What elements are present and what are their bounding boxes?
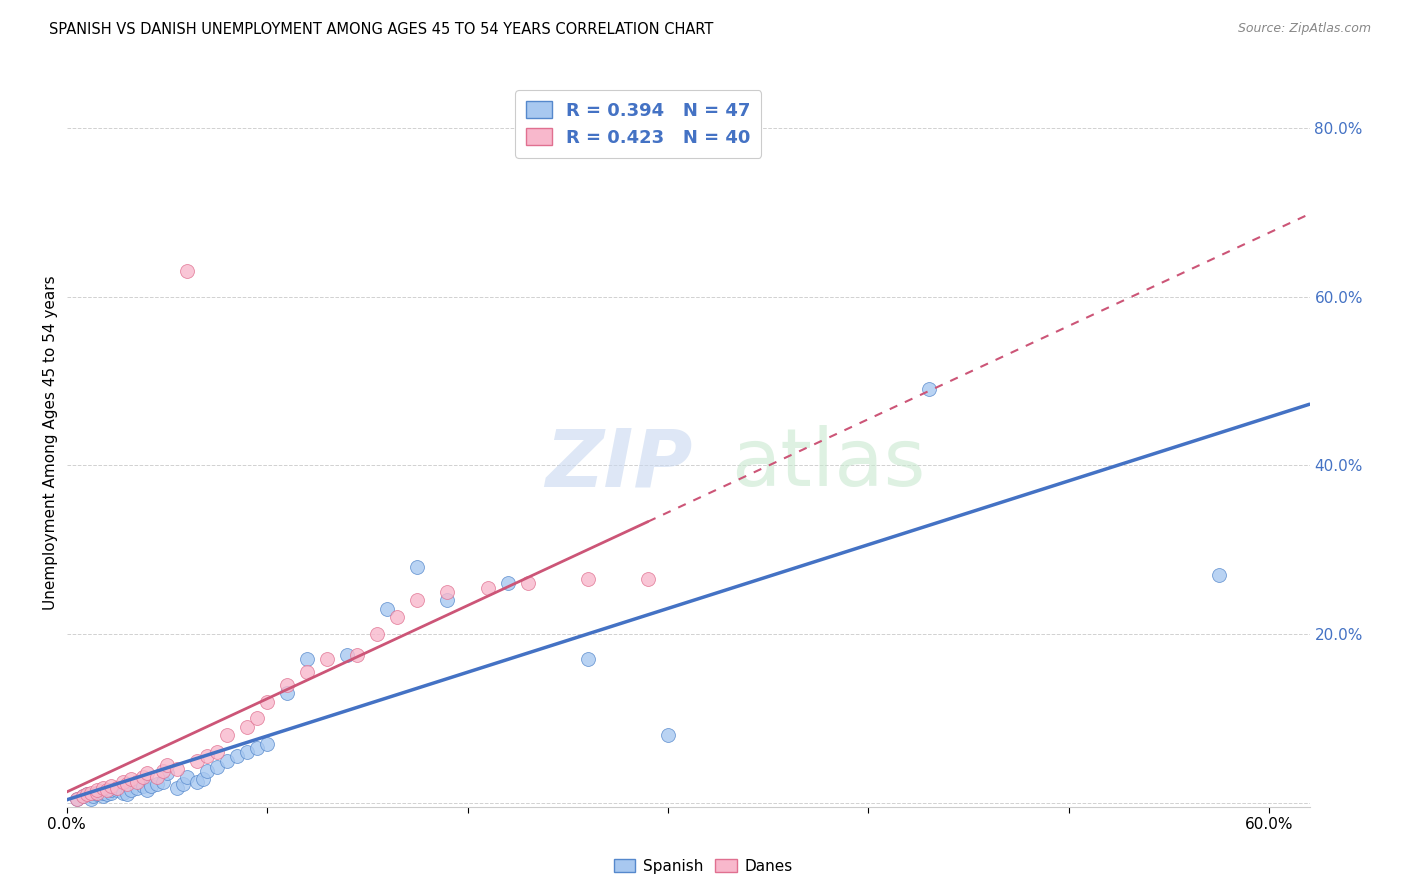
Point [205,745,228,759]
Point [72,789,94,803]
Point [226,749,249,764]
Point [115,777,138,791]
Text: ZIP: ZIP [546,425,693,503]
Point [125,780,148,795]
Point [132,779,155,793]
Point [246,711,269,725]
Y-axis label: Unemployment Among Ages 45 to 54 years: Unemployment Among Ages 45 to 54 years [44,275,58,609]
Point [91,789,114,803]
Point [516,576,538,591]
Point [111,786,134,800]
Point [65,791,87,805]
Point [135,783,157,797]
Point [146,777,169,791]
Point [166,780,188,795]
Point [205,760,228,774]
Point [172,777,194,791]
Point [576,572,599,586]
Point [139,779,162,793]
Point [86,786,108,800]
Point [120,783,142,797]
Point [156,757,179,772]
Point [100,783,122,797]
Point [79,786,101,800]
Point [436,585,458,599]
Point [91,780,114,795]
Text: Source: ZipAtlas.com: Source: ZipAtlas.com [1237,22,1371,36]
Point [295,665,318,679]
Point [186,774,208,789]
Point [105,780,128,795]
Point [152,764,174,778]
Point [387,610,409,624]
Point [100,779,122,793]
Point [215,728,238,742]
Point [256,694,278,708]
Point [115,788,138,802]
Point [176,771,198,785]
Point [496,576,519,591]
Point [96,783,118,797]
Point [276,678,298,692]
Point [276,686,298,700]
Point [256,737,278,751]
Point [120,772,142,786]
Point [132,771,155,785]
Point [375,601,398,615]
Point [86,786,108,800]
Point [346,648,368,662]
Point [191,772,214,786]
Point [1208,568,1230,582]
Point [166,762,188,776]
Point [105,783,128,797]
Point [215,754,238,768]
Point [246,741,269,756]
Point [917,383,939,397]
Point [125,774,148,789]
Point [100,786,122,800]
Point [105,780,128,795]
Text: SPANISH VS DANISH UNEMPLOYMENT AMONG AGES 45 TO 54 YEARS CORRELATION CHART: SPANISH VS DANISH UNEMPLOYMENT AMONG AGE… [49,22,714,37]
Point [236,720,259,734]
Legend: Spanish, Danes: Spanish, Danes [607,853,799,880]
Point [477,581,499,595]
Point [366,627,388,641]
Point [176,264,198,278]
Text: atlas: atlas [731,425,927,503]
Point [406,559,429,574]
Point [146,771,169,785]
Point [406,593,429,607]
Point [236,745,259,759]
Point [65,791,87,805]
Point [436,593,458,607]
Point [336,648,359,662]
Point [657,728,679,742]
Point [76,788,98,802]
Legend: R = 0.394   N = 47, R = 0.423   N = 40: R = 0.394 N = 47, R = 0.423 N = 40 [516,90,761,158]
Point [316,652,339,666]
Point [186,754,208,768]
Point [86,788,108,802]
Point [72,789,94,803]
Point [195,764,218,778]
Point [86,783,108,797]
Point [135,766,157,780]
Point [91,786,114,800]
Point [637,572,659,586]
Point [76,788,98,802]
Point [576,652,599,666]
Point [79,791,101,805]
Point [156,766,179,780]
Point [82,789,104,803]
Point [295,652,318,666]
Point [96,788,118,802]
Point [111,774,134,789]
Point [152,774,174,789]
Point [195,749,218,764]
